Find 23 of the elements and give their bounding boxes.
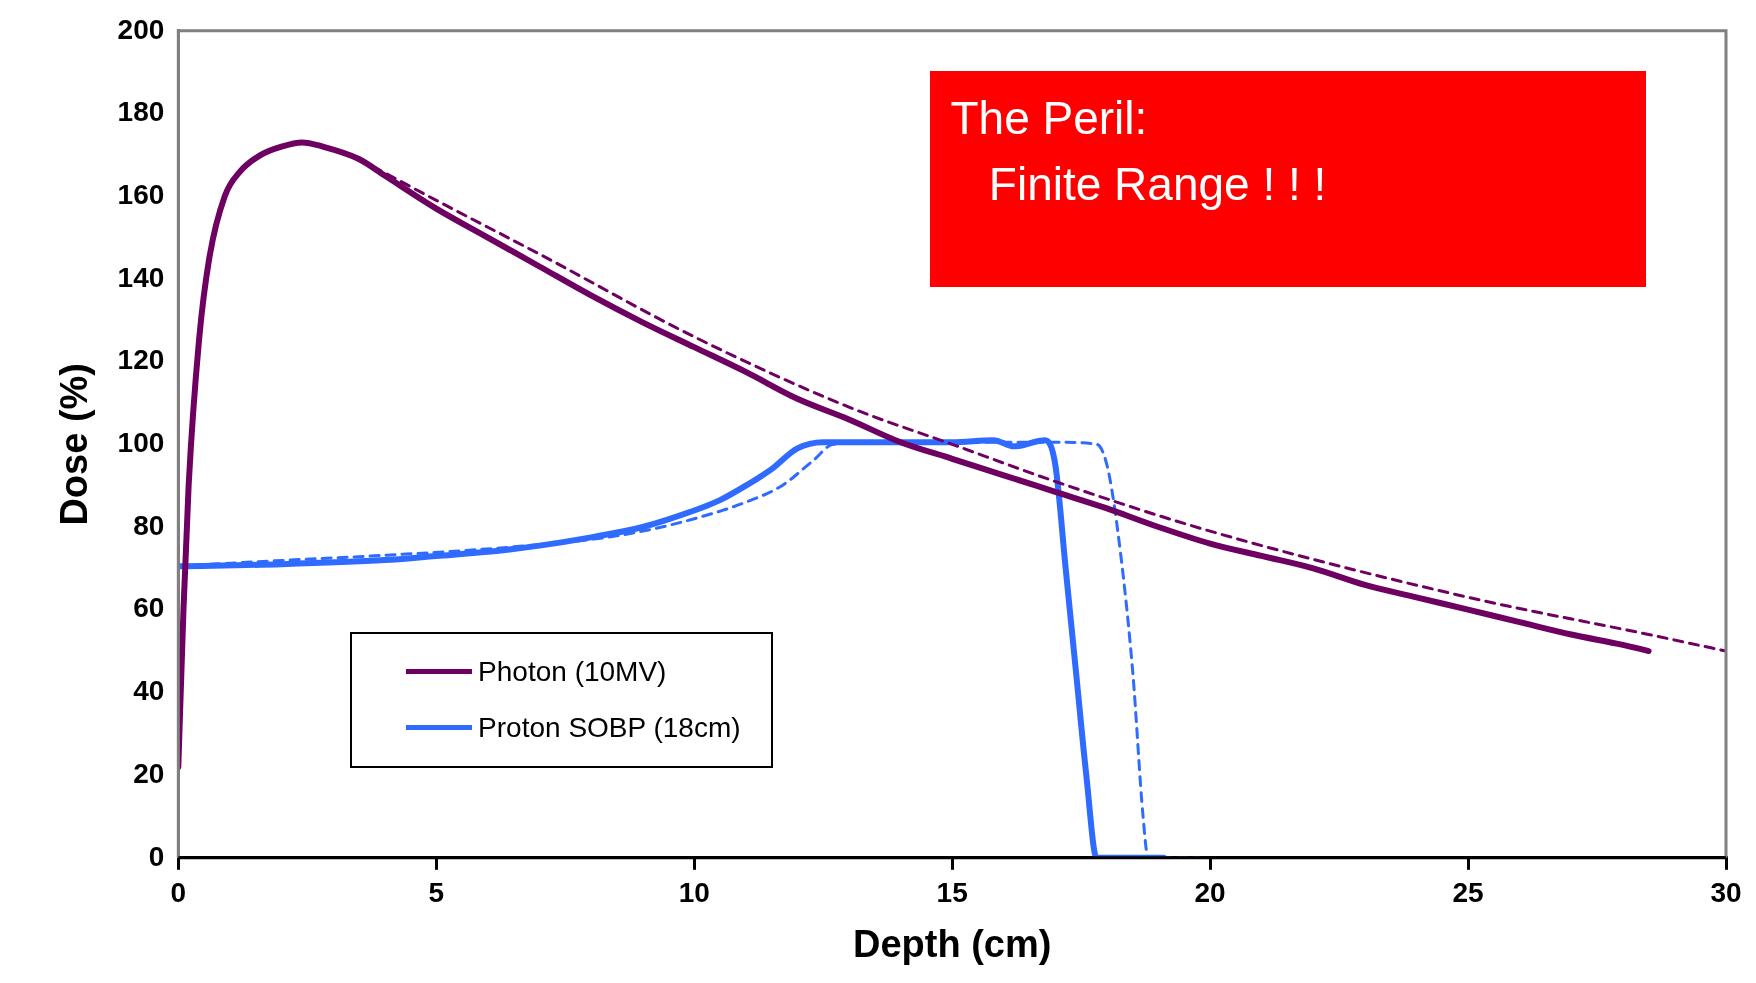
y-tick-label: 60 — [133, 592, 165, 624]
x-tick-label: 30 — [1710, 877, 1742, 909]
callout-box: The Peril: Finite Range ! ! ! — [930, 70, 1646, 287]
y-tick-label: 120 — [117, 344, 165, 376]
y-tick-label: 0 — [148, 840, 165, 872]
y-tick-label: 20 — [133, 757, 165, 789]
x-tick-label: 0 — [170, 877, 187, 909]
x-tick-label: 10 — [678, 877, 710, 909]
y-tick-label: 140 — [117, 261, 165, 293]
x-axis-title: Depth (cm) — [852, 922, 1052, 965]
y-axis-title: Dose (%) — [53, 363, 96, 526]
x-tick-label: 5 — [428, 877, 445, 909]
x-tick-label: 25 — [1452, 877, 1484, 909]
y-tick-label: 160 — [117, 178, 165, 210]
y-tick-label: 80 — [133, 509, 165, 541]
y-tick-label: 100 — [117, 427, 165, 459]
legend-label: Photon (10MV) — [478, 655, 667, 688]
y-tick-label: 40 — [133, 675, 165, 707]
y-tick-label: 180 — [117, 96, 165, 128]
x-tick-label: 15 — [936, 877, 968, 909]
legend-label: Proton SOBP (18cm) — [478, 711, 741, 744]
x-tick-label: 20 — [1194, 877, 1226, 909]
y-tick-label: 200 — [117, 13, 165, 45]
